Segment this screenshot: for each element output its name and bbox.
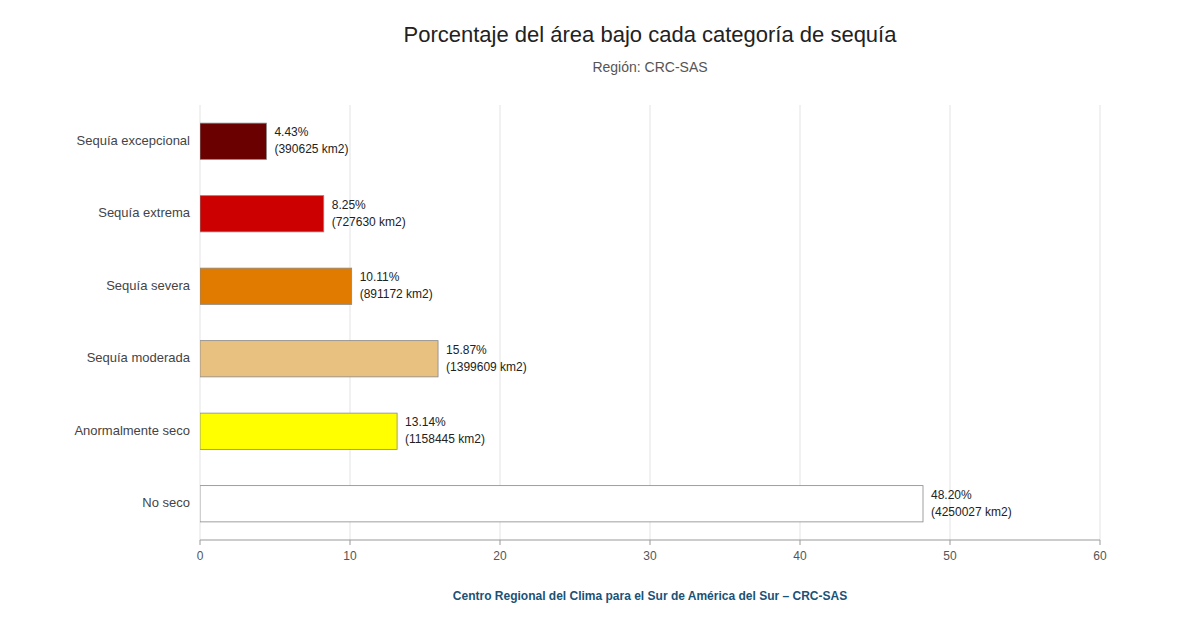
bar (200, 196, 324, 232)
data-label: 8.25% (332, 198, 366, 212)
data-label: 13.14% (405, 415, 446, 429)
x-grid (200, 105, 1100, 540)
grid-line (350, 105, 351, 540)
bar (200, 341, 438, 377)
area-label: (390625 km2) (274, 142, 348, 156)
x-tick (950, 540, 951, 545)
grid-line (950, 105, 951, 540)
grid-line (650, 105, 651, 540)
x-tick (1100, 540, 1101, 545)
x-tick-label: 10 (343, 549, 357, 563)
area-label: (891172 km2) (360, 287, 433, 301)
y-tick-label: Sequía severa (106, 278, 191, 293)
area-label: (1399609 km2) (446, 360, 527, 374)
x-tick (650, 540, 651, 545)
x-tick (350, 540, 351, 545)
x-tick-label: 50 (943, 549, 957, 563)
bar (200, 268, 352, 304)
area-label: (1158445 km2) (405, 432, 485, 446)
x-tick-label: 0 (197, 549, 204, 563)
grid-line (800, 105, 801, 540)
bar (200, 123, 266, 159)
chart-svg: Porcentaje del área bajo cada categoría … (0, 0, 1200, 617)
data-label: 48.20% (931, 488, 972, 502)
grid-line (1100, 105, 1101, 540)
area-label: (4250027 km2) (931, 505, 1012, 519)
title: Porcentaje del área bajo cada categoría … (404, 22, 898, 47)
data-label: 15.87% (446, 343, 487, 357)
x-tick-label: 20 (493, 549, 507, 563)
data-label: 10.11% (360, 270, 400, 284)
bar (200, 486, 923, 522)
x-tick-label: 60 (1093, 549, 1107, 563)
y-tick-label: Sequía excepcional (77, 133, 191, 148)
footer: Centro Regional del Clima para el Sur de… (453, 589, 847, 603)
grid-line (500, 105, 501, 540)
x-axis-line (200, 540, 1100, 541)
x-tick-label: 30 (643, 549, 657, 563)
y-tick-label: Sequía extrema (98, 205, 191, 220)
bars (200, 123, 923, 522)
grid-line (200, 105, 201, 540)
area-label: (727630 km2) (332, 215, 406, 229)
y-tick-label: No seco (142, 495, 190, 510)
chart-container: Porcentaje del área bajo cada categoría … (0, 0, 1200, 617)
data-label: 4.43% (274, 125, 308, 139)
x-tick (200, 540, 201, 545)
y-tick-label: Sequía moderada (87, 350, 191, 365)
x-tick (500, 540, 501, 545)
y-tick-label: Anormalmente seco (74, 423, 190, 438)
bar (200, 413, 397, 449)
x-tick-label: 40 (793, 549, 807, 563)
x-tick (800, 540, 801, 545)
subtitle: Región: CRC-SAS (592, 59, 707, 75)
